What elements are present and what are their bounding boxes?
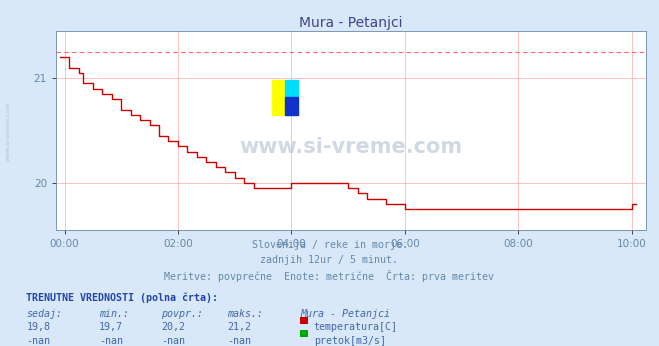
Text: pretok[m3/s]: pretok[m3/s] <box>314 336 386 346</box>
Text: Mura - Petanjci: Mura - Petanjci <box>300 309 390 319</box>
Text: Meritve: povprečne  Enote: metrične  Črta: prva meritev: Meritve: povprečne Enote: metrične Črta:… <box>165 270 494 282</box>
Text: maks.:: maks.: <box>227 309 264 319</box>
Text: 19,7: 19,7 <box>99 322 123 333</box>
Text: www.si-vreme.com: www.si-vreme.com <box>239 137 463 156</box>
Text: 20,2: 20,2 <box>161 322 185 333</box>
Text: -nan: -nan <box>26 336 50 346</box>
Text: TRENUTNE VREDNOSTI (polna črta):: TRENUTNE VREDNOSTI (polna črta): <box>26 292 218 303</box>
Text: -nan: -nan <box>99 336 123 346</box>
Text: 19,8: 19,8 <box>26 322 50 333</box>
Text: zadnjih 12ur / 5 minut.: zadnjih 12ur / 5 minut. <box>260 255 399 265</box>
Bar <box>285 98 298 115</box>
Text: 21,2: 21,2 <box>227 322 251 333</box>
Text: temperatura[C]: temperatura[C] <box>314 322 397 333</box>
Bar <box>285 80 298 98</box>
Text: sedaj:: sedaj: <box>26 309 63 319</box>
Title: Mura - Petanjci: Mura - Petanjci <box>299 16 403 30</box>
Text: Slovenija / reke in morje.: Slovenija / reke in morje. <box>252 240 407 251</box>
Text: www.si-vreme.com: www.si-vreme.com <box>5 102 11 161</box>
Text: povpr.:: povpr.: <box>161 309 204 319</box>
Text: min.:: min.: <box>99 309 129 319</box>
Bar <box>272 80 285 115</box>
Text: -nan: -nan <box>161 336 185 346</box>
Text: -nan: -nan <box>227 336 251 346</box>
